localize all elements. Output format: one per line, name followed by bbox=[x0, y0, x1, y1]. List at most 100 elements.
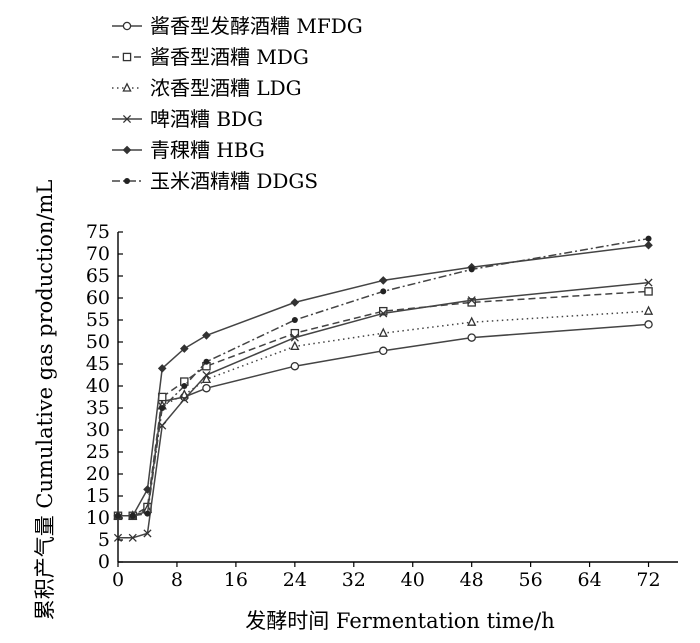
y-tick-label: 0 bbox=[98, 551, 110, 573]
legend-item: 酱香型酒糟 MDG bbox=[112, 45, 309, 69]
data-point bbox=[644, 278, 653, 287]
data-point bbox=[378, 327, 388, 337]
data-point bbox=[203, 358, 210, 365]
axes: 0 8 16 24 32 40 48 56 64 720510152025303540455055… bbox=[86, 221, 678, 591]
y-tick-label: 10 bbox=[86, 507, 110, 529]
data-point bbox=[128, 533, 137, 542]
legend-marker bbox=[124, 178, 130, 184]
series-line bbox=[118, 290, 649, 517]
y-tick-label: 65 bbox=[86, 265, 110, 287]
y-tick-label: 25 bbox=[86, 441, 110, 463]
series-line bbox=[118, 244, 649, 517]
data-point bbox=[378, 276, 388, 285]
data-point bbox=[467, 316, 477, 326]
data-point bbox=[113, 533, 123, 542]
y-axis-label: 累积产气量 Cumulative gas production/mL bbox=[33, 180, 57, 621]
data-point bbox=[380, 288, 387, 295]
legend-marker bbox=[122, 21, 132, 31]
data-point bbox=[379, 346, 388, 356]
y-tick-label: 70 bbox=[86, 243, 110, 265]
data-point bbox=[181, 383, 188, 389]
series-2 bbox=[113, 287, 653, 521]
series-line bbox=[118, 237, 649, 517]
data-point bbox=[290, 333, 299, 342]
legend-marker bbox=[122, 114, 132, 124]
data-point bbox=[379, 309, 388, 318]
data-point bbox=[468, 266, 475, 273]
x-tick-label: 32 bbox=[342, 569, 366, 591]
legend-label: 啤酒糟 BDG bbox=[150, 107, 263, 131]
y-tick-label: 20 bbox=[86, 463, 110, 485]
legend-marker bbox=[122, 82, 132, 92]
x-tick-label: 40 bbox=[401, 569, 425, 591]
y-tick-label: 5 bbox=[98, 529, 110, 551]
data-point bbox=[202, 383, 211, 393]
series-4 bbox=[113, 278, 653, 542]
data-point bbox=[379, 306, 388, 316]
series-5 bbox=[113, 240, 653, 521]
x-tick-label: 16 bbox=[224, 569, 248, 591]
legend-marker bbox=[122, 145, 132, 155]
data-point bbox=[115, 512, 121, 519]
legend-label: 浓香型酒糟 LDG bbox=[150, 76, 302, 100]
data-point bbox=[157, 364, 167, 373]
legend-item: 浓香型酒糟 LDG bbox=[112, 76, 302, 100]
x-tick-label: 56 bbox=[519, 569, 543, 591]
data-point bbox=[644, 240, 653, 250]
data-point bbox=[180, 344, 189, 353]
legend-marker bbox=[122, 52, 132, 62]
data-point bbox=[129, 512, 136, 519]
legend: 酱香型发酵酒糟 MFDG 酱香型酒糟 MDG 浓香型酒糟 LDG 啤酒糟 BDG 青稞糟… bbox=[112, 14, 363, 193]
series-layer bbox=[113, 235, 654, 542]
series-line bbox=[118, 281, 649, 539]
data-point bbox=[290, 298, 300, 307]
x-tick-label: 64 bbox=[577, 569, 601, 591]
y-tick-label: 40 bbox=[86, 375, 110, 397]
y-tick-label: 75 bbox=[86, 221, 110, 243]
y-tick-label: 55 bbox=[86, 309, 110, 331]
x-tick-label: 8 bbox=[171, 569, 183, 591]
legend-item: 啤酒糟 BDG bbox=[112, 107, 263, 131]
data-point bbox=[290, 340, 300, 351]
legend-label: 酱香型发酵酒糟 MFDG bbox=[150, 14, 363, 38]
y-tick-label: 60 bbox=[86, 287, 110, 309]
data-point bbox=[645, 235, 652, 242]
y-tick-label: 30 bbox=[86, 419, 110, 441]
data-point bbox=[143, 529, 152, 538]
x-tick-label: 48 bbox=[460, 569, 484, 591]
series-line bbox=[118, 310, 649, 517]
data-point bbox=[467, 296, 476, 305]
data-point bbox=[201, 373, 212, 384]
data-point bbox=[291, 317, 298, 323]
x-tick-label: 72 bbox=[636, 569, 660, 591]
data-point bbox=[202, 370, 211, 380]
series-1 bbox=[113, 320, 653, 521]
legend-label: 酱香型酒糟 MDG bbox=[150, 45, 309, 69]
y-tick-label: 50 bbox=[86, 331, 110, 353]
data-point bbox=[644, 287, 653, 296]
data-point bbox=[144, 510, 151, 517]
data-point bbox=[467, 333, 476, 342]
data-point bbox=[290, 361, 300, 371]
legend-item: 玉米酒精糟 DDGS bbox=[112, 169, 318, 193]
data-point bbox=[644, 320, 653, 329]
y-tick-label: 15 bbox=[86, 485, 110, 507]
legend-item: 青稞糟 HBG bbox=[112, 138, 265, 162]
x-axis-label: 发酵时间 Fermentation time/h bbox=[245, 609, 554, 633]
data-point bbox=[202, 331, 211, 340]
legend-label: 玉米酒精糟 DDGS bbox=[150, 169, 318, 193]
legend-item: 酱香型发酵酒糟 MFDG bbox=[112, 14, 363, 38]
series-line bbox=[118, 323, 649, 517]
data-point bbox=[159, 405, 166, 411]
y-tick-label: 45 bbox=[86, 353, 110, 375]
series-3 bbox=[113, 305, 654, 520]
series-6 bbox=[115, 235, 652, 519]
data-point bbox=[179, 389, 189, 399]
data-point bbox=[467, 298, 476, 307]
data-point bbox=[143, 485, 152, 494]
y-tick-label: 35 bbox=[86, 397, 110, 419]
data-point bbox=[643, 305, 654, 315]
x-tick-label: 0 bbox=[112, 569, 124, 591]
x-tick-label: 24 bbox=[283, 569, 307, 591]
